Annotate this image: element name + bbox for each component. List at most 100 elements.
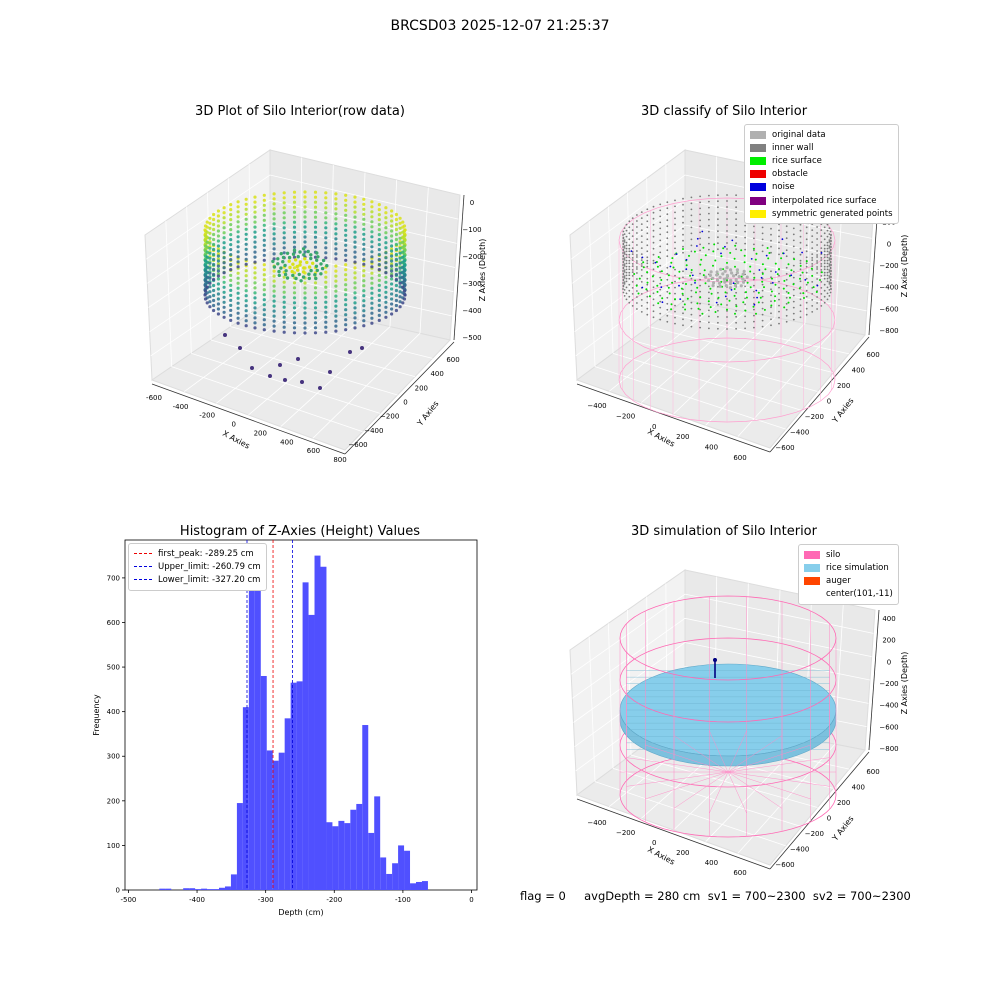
wall-point [666,284,669,287]
wall-point [726,328,728,330]
wall-point [659,294,662,297]
silo-bottom-line [727,771,830,787]
data-point [398,281,402,285]
data-point [236,291,240,295]
wall-point [628,250,631,253]
legend-entry: inner wall [750,141,893,154]
data-point [208,266,212,270]
data-point [212,262,216,267]
data-point [384,231,388,235]
wall-point [820,275,823,277]
wall-point [623,277,626,279]
wall-point [717,200,719,203]
wall-point [640,305,643,307]
wall-point [828,233,831,235]
wall-point [805,271,808,274]
histogram-bar [302,582,309,890]
wall-point [659,282,662,285]
data-point [334,309,338,313]
wall-point [778,286,780,289]
data-point [262,298,266,302]
data-point [390,307,394,311]
wall-point [770,324,772,327]
wall-point [623,259,626,261]
rice-point [734,265,736,268]
wall-point [640,293,643,295]
data-point [272,329,276,333]
wall-point [828,241,831,243]
data-point [229,283,233,287]
wall-point [674,292,676,295]
data-point [394,222,398,227]
wall-point [623,247,626,249]
legend-line-swatch [134,579,152,581]
data-point [262,228,266,232]
data-point [229,303,233,307]
original-point [741,272,745,276]
data-point [205,235,209,239]
data-point [253,311,257,315]
data-point [253,205,257,209]
data-point [205,280,209,284]
legend-swatch [750,196,766,205]
data-point [208,241,212,245]
data-point [301,247,306,251]
silo-bottom-line [673,771,729,809]
wall-point [799,310,802,313]
data-point [390,287,394,291]
y-axis-label: Y Axies [415,399,441,428]
rice-point [699,296,702,299]
data-point [229,223,233,227]
data-point [282,330,286,334]
data-point [229,313,233,317]
silo-bottom-line [727,771,783,809]
wall-point [830,276,832,278]
wall-point [753,284,755,287]
data-point [344,308,348,312]
data-point [253,255,257,259]
z-tick-label: −800 [879,327,898,335]
histogram-legend: first_peak: -289.25 cm Upper_limit: -260.… [128,543,267,591]
rice-point [728,299,731,302]
data-point [362,324,366,328]
data-point [282,280,286,284]
data-point [282,305,286,309]
data-point [253,321,257,325]
wall-point [690,271,693,274]
wall-point [770,288,772,291]
wall-point [829,278,832,281]
rice-point [810,267,813,270]
data-point [360,346,364,350]
data-point [321,258,326,263]
data-point [212,222,216,227]
wall-point [778,292,780,295]
wall-point [820,241,823,243]
data-point [353,245,357,249]
wall-point [631,305,634,307]
wall-point [717,230,719,233]
data-point [311,261,315,265]
wall-point [726,230,728,232]
rice-point [684,308,687,311]
wall-point [820,305,823,307]
wall-point [744,303,746,306]
data-point [362,232,366,236]
wall-point [631,223,634,225]
wall-point [625,250,628,253]
noise-point [641,286,644,289]
classify-plot-title: 3D classify of Silo Interior [640,104,808,119]
data-point [303,250,307,254]
data-point [344,328,348,332]
wall-point [631,275,634,277]
x-tick-label: 200 [676,849,689,857]
data-point [324,270,328,274]
wall-point [659,300,662,303]
legend-entry: first_peak: -289.25 cm [134,547,261,560]
x-tick-label: −200 [616,412,635,420]
data-point [216,269,220,273]
wall-point [623,271,626,273]
data-point [282,226,286,230]
rice-point [768,252,771,254]
original-point [718,275,722,279]
x-axis-label: X Axies [646,845,676,867]
